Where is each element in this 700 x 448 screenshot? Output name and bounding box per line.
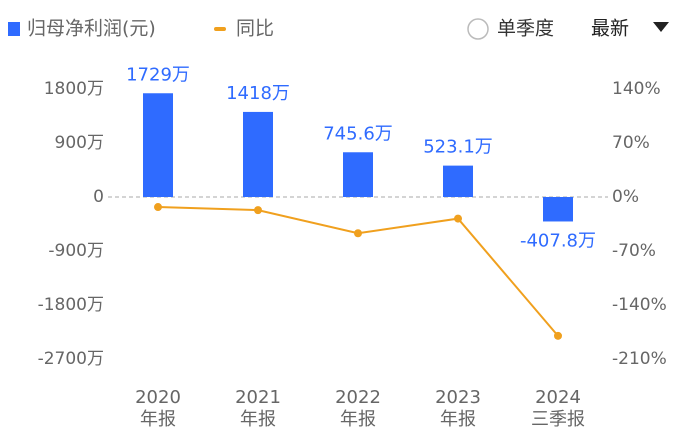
y-tick-label: -2700万 xyxy=(38,349,104,369)
data-label: 523.1万 xyxy=(423,137,493,158)
y2-tick-label: -140% xyxy=(612,295,667,315)
data-label: 745.6万 xyxy=(323,123,393,144)
line-point xyxy=(154,203,162,212)
bar xyxy=(543,197,573,222)
x-tick-label: 2024 xyxy=(535,387,581,408)
line-point xyxy=(354,229,362,238)
legend-swatch xyxy=(8,22,20,36)
bar xyxy=(443,165,473,197)
dropdown-arrow[interactable] xyxy=(653,22,669,32)
x-tick-label: 年报 xyxy=(440,409,476,430)
y2-tick-label: 70% xyxy=(612,133,650,153)
radio[interactable] xyxy=(467,18,489,40)
x-tick-label: 三季报 xyxy=(531,409,585,430)
bar xyxy=(243,111,273,197)
y-tick-label: 900万 xyxy=(55,133,104,153)
x-tick-label: 年报 xyxy=(240,409,276,430)
legend-swatch xyxy=(214,27,226,31)
x-tick-label: 2020 xyxy=(135,387,181,408)
y-tick-label: 0 xyxy=(93,187,104,207)
line-point xyxy=(554,331,562,340)
legend-label: 归母净利润(元) xyxy=(27,18,156,40)
y2-tick-label: 0% xyxy=(612,187,639,207)
legend-label: 同比 xyxy=(236,18,274,40)
y-tick-label: 1800万 xyxy=(44,79,104,99)
bar xyxy=(343,152,373,197)
y-tick-label: -900万 xyxy=(48,241,104,261)
y2-tick-label: -210% xyxy=(612,349,667,369)
y-tick-label: -1800万 xyxy=(38,295,104,315)
x-tick-label: 年报 xyxy=(340,409,376,430)
x-tick-label: 2023 xyxy=(435,387,481,408)
y2-tick-label: 140% xyxy=(612,79,661,99)
bar xyxy=(143,93,173,197)
data-label: -407.8万 xyxy=(520,230,596,251)
x-tick-label: 2021 xyxy=(235,387,281,408)
y2-tick-label: -70% xyxy=(612,241,656,261)
line-point xyxy=(254,206,262,215)
toggle-label[interactable]: 单季度 xyxy=(497,18,554,40)
x-tick-label: 2022 xyxy=(335,387,381,408)
legend: 归母净利润(元) 同比 xyxy=(8,18,274,40)
data-label: 1729万 xyxy=(126,64,190,85)
line-point xyxy=(454,214,462,223)
x-tick-label: 年报 xyxy=(140,409,176,430)
period-label[interactable]: 最新 xyxy=(591,18,629,40)
data-label: 1418万 xyxy=(226,83,290,104)
